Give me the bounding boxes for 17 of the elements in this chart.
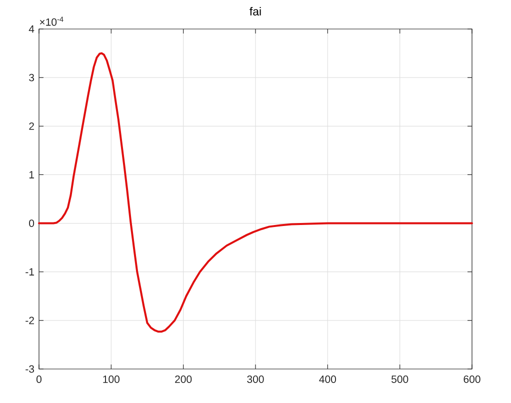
x-tick-label: 0 [36,376,42,383]
y-tick-label: -2 [26,316,34,324]
x-tick-label: 200 [175,376,192,383]
chart-title: fai [250,7,261,16]
text: ×10$^{-4}$ [40,16,64,26]
y-tick-label: -1 [26,268,34,276]
y-tick-label: 0 [29,220,34,228]
x-tick-label: 300 [247,376,264,383]
y-tick-label: 2 [29,122,34,130]
x-tick-label: 100 [103,376,120,383]
x-tick-label: 500 [391,376,408,383]
y-tick-label: 3 [29,74,34,82]
y-tick-label: 4 [28,25,34,33]
x-tick-label: 400 [319,376,336,383]
x-tick-label: 600 [464,376,480,383]
y-tick-label: -3 [26,365,34,373]
y-tick-label: 1 [29,171,34,178]
